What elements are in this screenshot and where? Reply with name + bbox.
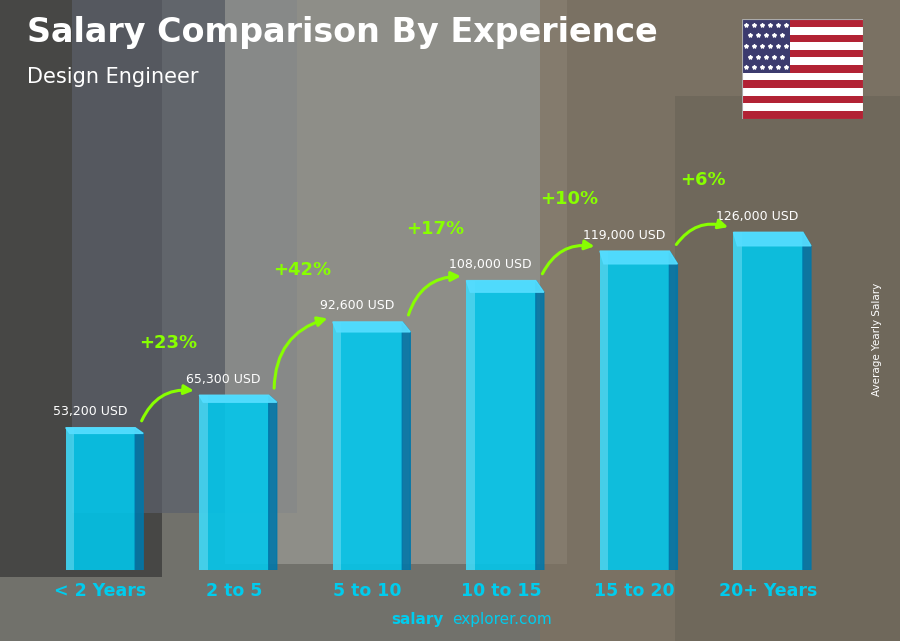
Text: +10%: +10% xyxy=(540,190,598,208)
Polygon shape xyxy=(803,232,811,570)
Text: Average Yearly Salary: Average Yearly Salary xyxy=(872,283,883,396)
Polygon shape xyxy=(600,251,678,264)
Polygon shape xyxy=(536,281,544,570)
FancyArrowPatch shape xyxy=(274,318,324,388)
Polygon shape xyxy=(66,428,143,433)
Text: explorer.com: explorer.com xyxy=(452,612,552,627)
Bar xyxy=(466,281,536,570)
FancyArrowPatch shape xyxy=(141,386,191,421)
Bar xyxy=(199,395,269,570)
Bar xyxy=(600,251,608,570)
Bar xyxy=(734,232,803,570)
Polygon shape xyxy=(333,322,410,332)
Bar xyxy=(742,19,790,72)
Bar xyxy=(600,251,670,570)
Text: Salary Comparison By Experience: Salary Comparison By Experience xyxy=(27,16,658,49)
Bar xyxy=(742,88,863,96)
Polygon shape xyxy=(466,281,544,292)
Bar xyxy=(742,96,863,103)
Bar xyxy=(742,27,863,35)
Text: 126,000 USD: 126,000 USD xyxy=(716,210,798,223)
Bar xyxy=(742,35,863,42)
Bar xyxy=(742,58,863,65)
Bar xyxy=(742,80,863,88)
Polygon shape xyxy=(734,232,811,246)
Text: 108,000 USD: 108,000 USD xyxy=(449,258,532,271)
Text: salary: salary xyxy=(392,612,444,627)
Polygon shape xyxy=(402,322,410,570)
FancyArrowPatch shape xyxy=(409,272,457,315)
Text: +6%: +6% xyxy=(680,171,725,189)
Polygon shape xyxy=(135,428,143,570)
Bar xyxy=(66,428,135,570)
Text: +23%: +23% xyxy=(140,334,198,353)
Text: Design Engineer: Design Engineer xyxy=(27,67,199,87)
Bar xyxy=(734,232,742,570)
Polygon shape xyxy=(670,251,678,570)
Text: 92,600 USD: 92,600 USD xyxy=(320,299,394,312)
Bar xyxy=(66,428,74,570)
Bar xyxy=(742,72,863,80)
Bar xyxy=(333,322,341,570)
Bar xyxy=(199,395,208,570)
Text: +17%: +17% xyxy=(407,220,464,238)
Polygon shape xyxy=(199,395,276,402)
FancyArrowPatch shape xyxy=(676,221,724,244)
Bar xyxy=(742,103,863,111)
Text: 65,300 USD: 65,300 USD xyxy=(186,373,261,386)
Bar xyxy=(742,65,863,72)
Bar xyxy=(742,50,863,58)
Bar xyxy=(466,281,474,570)
Text: 119,000 USD: 119,000 USD xyxy=(583,229,665,242)
Bar xyxy=(742,111,863,119)
Text: +42%: +42% xyxy=(273,261,331,279)
Bar xyxy=(333,322,402,570)
Text: 53,200 USD: 53,200 USD xyxy=(52,405,127,418)
Bar xyxy=(742,42,863,50)
Bar xyxy=(742,19,863,27)
FancyArrowPatch shape xyxy=(543,241,591,274)
Polygon shape xyxy=(269,395,276,570)
